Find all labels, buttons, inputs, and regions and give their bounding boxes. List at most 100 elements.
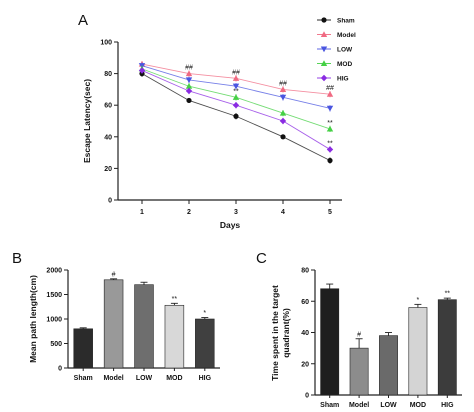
- series-line-hig: [141, 70, 331, 150]
- panel-a-y-tick-label: 60: [104, 103, 112, 110]
- panel-b-x-tick-label: HIG: [199, 375, 212, 382]
- legend-marker-mod: [320, 60, 328, 67]
- panel-b-x-tick-label: Sham: [74, 375, 93, 382]
- significance-mark: **: [327, 120, 333, 127]
- panel-a-annotations: ## ## ## ## ** ** **: [185, 65, 334, 148]
- significance-mark: ##: [326, 85, 334, 92]
- panel-c-x-tick-label: HIG: [441, 402, 454, 409]
- data-point-mod: [232, 94, 240, 100]
- panel-c-y-tick-label: 0: [305, 393, 309, 400]
- data-point-hig: [279, 117, 287, 125]
- data-point-model: [326, 90, 334, 97]
- panel-a-series: [138, 60, 334, 164]
- data-point-low: [326, 105, 334, 112]
- data-point-model: [185, 70, 193, 77]
- significance-mark: **: [327, 140, 333, 147]
- data-point-mod: [185, 83, 193, 89]
- panel-b-y-tick-label: 0: [58, 366, 62, 373]
- data-point-sham: [233, 113, 239, 119]
- data-point-sham: [327, 157, 333, 164]
- panel-c-y-ticks: 0 20 40 60 80: [301, 268, 315, 400]
- panel-c-bar-mod: [408, 307, 428, 396]
- panel-b-bars: Sham # Model LOW ** MOD * HIG: [73, 271, 215, 382]
- panel-c-x-tick-label: Sham: [320, 402, 339, 409]
- panel-b-y-tick-label: 1000: [46, 317, 62, 324]
- panel-b-x-tick-label: LOW: [136, 375, 153, 382]
- panel-a-x-tick-label: 1: [140, 209, 144, 216]
- panel-b-bar-low: [134, 284, 154, 369]
- panel-c-y-tick-label: 40: [301, 330, 309, 337]
- panel-c-y-label-line2: quadrant(%): [281, 308, 291, 358]
- data-point-hig: [326, 146, 334, 153]
- panel-a-x-tick-label: 4: [281, 209, 285, 216]
- panel-b-bar-hig: [195, 318, 215, 369]
- data-point-low: [185, 77, 193, 84]
- panel-b-bar-mod: [164, 304, 185, 369]
- panel-a-y-tick-label: 100: [100, 40, 112, 47]
- panel-c-label: C: [256, 250, 267, 267]
- panel-a-x-tick-label: 5: [328, 209, 332, 216]
- data-point-low: [232, 83, 240, 90]
- panel-c-y-tick-label: 20: [301, 361, 309, 368]
- panel-b-significance-mark: #: [112, 271, 116, 278]
- data-point-low: [279, 94, 287, 101]
- panel-c-x-tick-label: Model: [349, 402, 369, 409]
- panel-b-x-tick-label: MOD: [166, 375, 182, 382]
- legend-marker-sham: [321, 17, 327, 23]
- legend-marker-hig: [320, 74, 328, 82]
- panel-c-bars: Sham # Model LOW * MOD ** HIG: [320, 283, 457, 409]
- panel-a-y-label: Escape Latency(sec): [82, 79, 92, 163]
- data-point-hig: [185, 87, 193, 95]
- panel-a-x-tick-label: 3: [234, 209, 238, 216]
- panel-b-bar-sham: [73, 328, 93, 369]
- panel-c-x-tick-label: LOW: [380, 402, 397, 409]
- panel-a-x-label: Days: [220, 220, 241, 230]
- panel-b-x-tick-label: Model: [103, 375, 123, 382]
- legend-marker-low: [320, 46, 328, 53]
- panel-a-label: A: [78, 12, 88, 29]
- panel-b-significance-mark: **: [172, 296, 178, 303]
- panel-b-significance-mark: *: [203, 310, 206, 317]
- data-point-mod: [279, 109, 287, 116]
- legend-label-model: Model: [337, 32, 356, 39]
- data-point-mod: [326, 125, 334, 132]
- legend-label-low: LOW: [337, 47, 353, 54]
- panel-c-y-tick-label: 80: [301, 268, 309, 275]
- panel-c-bar-low: [379, 335, 398, 396]
- data-point-sham: [280, 134, 286, 140]
- panel-b-y-tick-label: 1500: [46, 292, 62, 299]
- data-point-sham: [186, 97, 192, 104]
- legend-label-mod: MOD: [337, 61, 352, 68]
- data-point-model: [232, 75, 240, 81]
- panel-b-y-ticks: 0 500 1000 1500 2000: [46, 268, 68, 373]
- panel-c-significance-mark: **: [445, 291, 451, 298]
- panel-b-label: B: [12, 250, 22, 267]
- legend-label-sham: Sham: [337, 18, 355, 25]
- panel-a-legend: Sham Model LOW MOD HIG: [317, 17, 356, 83]
- panel-a-y-tick-label: 0: [108, 198, 112, 205]
- significance-mark: ##: [279, 80, 287, 87]
- significance-mark: **: [233, 88, 239, 95]
- panel-c-bar-hig: [437, 299, 457, 396]
- panel-a-y-tick-label: 20: [104, 166, 112, 173]
- panel-c-significance-mark: #: [357, 331, 361, 338]
- panel-b-y-label: Mean path length(cm): [28, 275, 38, 363]
- panel-c-significance-mark: *: [417, 297, 420, 304]
- data-point-hig: [138, 67, 146, 74]
- panel-c-y-tick-label: 60: [301, 299, 309, 306]
- panel-c-x-tick-label: MOD: [410, 402, 426, 409]
- panel-b-y-tick-label: 500: [50, 341, 62, 348]
- panel-a-x-tick-label: 2: [187, 209, 191, 216]
- panel-b-y-tick-label: 2000: [46, 268, 62, 275]
- panel-a-y-tick-label: 80: [104, 71, 112, 78]
- legend-label-hig: HIG: [337, 76, 349, 83]
- panel-c-bar-model: [349, 347, 369, 396]
- significance-mark: ##: [232, 69, 240, 76]
- data-point-hig: [232, 102, 240, 109]
- panel-c-y-label-line1: Time spent in the target: [270, 285, 280, 381]
- significance-mark: ##: [185, 65, 193, 72]
- panel-c-bar-sham: [320, 288, 340, 396]
- data-point-model: [279, 86, 287, 92]
